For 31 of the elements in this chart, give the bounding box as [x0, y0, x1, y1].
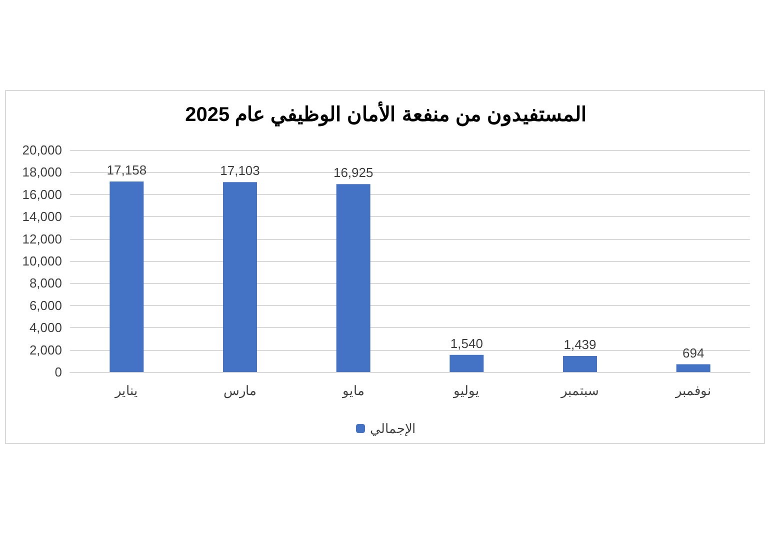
y-tick-label: 12,000 — [22, 231, 62, 246]
text: 17,103 — [220, 163, 260, 178]
text: 1,439 — [564, 337, 596, 352]
chart-title: المستفيدون من منفعة الأمان الوظيفي عام 2025 — [185, 101, 587, 127]
x-tick-label: يناير — [114, 383, 138, 399]
y-tick-label: 6,000 — [29, 298, 62, 313]
text: 1,540 — [450, 336, 483, 351]
bar — [563, 356, 597, 372]
bar — [223, 182, 257, 372]
bar — [450, 354, 484, 372]
y-tick-label: 10,000 — [22, 254, 62, 268]
x-tick-label: يوليو — [452, 383, 480, 399]
y-tick-label: 20,000 — [22, 142, 62, 158]
x-tick-label: مارس — [224, 383, 256, 399]
y-tick-label: 4,000 — [29, 320, 62, 336]
y-tick-label: 2,000 — [29, 342, 62, 358]
legend-label: الإجمالي — [370, 421, 416, 437]
bar — [336, 184, 370, 372]
y-tick-label: 8,000 — [29, 276, 62, 291]
x-tick-label: سبتمبر — [560, 383, 599, 399]
bar — [676, 364, 710, 372]
y-tick-label: 0 — [54, 364, 62, 380]
y-tick-label: 14,000 — [22, 209, 62, 224]
bar — [110, 182, 144, 372]
text: 16,925 — [333, 165, 374, 180]
x-tick-label: نوفمبر — [674, 383, 712, 399]
y-tick-label: 18,000 — [22, 164, 62, 180]
x-tick-label: مايو — [341, 383, 364, 399]
y-tick-label: 16,000 — [22, 186, 62, 202]
text: 694 — [682, 345, 704, 360]
text: 17,158 — [106, 162, 147, 178]
